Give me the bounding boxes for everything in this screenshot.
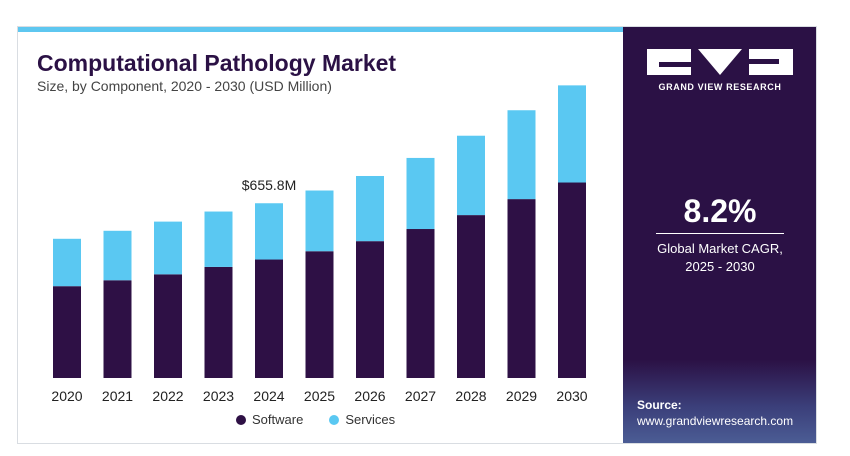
- legend-label-services: Services: [345, 412, 396, 427]
- accent-bar: [18, 27, 623, 32]
- chart-legend: Software Services: [236, 412, 395, 427]
- bar-services-2025: [305, 190, 334, 252]
- bar-services-2028: [457, 135, 485, 216]
- bar-software-2020: [53, 286, 81, 378]
- bar-services-2027: [406, 157, 435, 230]
- bar-services-2020: [53, 238, 81, 287]
- cagr-divider: [656, 233, 784, 234]
- bar-software-2029: [507, 199, 536, 378]
- software-dot-icon: [236, 414, 246, 425]
- grand-view-research-logo-icon: [647, 49, 793, 75]
- cagr-value: 8.2%: [683, 193, 757, 229]
- x-tick-label-2024: 2024: [253, 388, 284, 404]
- side-panel: GRAND VIEW RESEARCH 8.2% Global Market C…: [623, 27, 816, 443]
- bar-services-2029: [507, 110, 536, 200]
- bar-services-2024: [255, 203, 283, 260]
- source-url: www.grandviewresearch.com: [637, 414, 794, 428]
- brand-name: GRAND VIEW RESEARCH: [658, 82, 782, 92]
- legend-label-software: Software: [252, 412, 304, 427]
- bar-services-2021: [103, 230, 132, 281]
- bar-services-2022: [154, 221, 182, 275]
- bar-chart: 2020 2021 2022 2023 2024 $655.8M 2025 2026 2027 2…: [51, 85, 588, 404]
- x-tick-label-2020: 2020: [51, 388, 82, 404]
- x-tick-label-2027: 2027: [405, 388, 436, 404]
- cagr-label-line1: Global Market CAGR,: [657, 241, 783, 256]
- bar-software-2022: [154, 274, 182, 378]
- bar-software-2028: [457, 215, 485, 378]
- chart-card: Computational Pathology Market Size, by …: [17, 26, 817, 444]
- side-panel-gradient: [623, 360, 816, 443]
- bar-software-2024: [255, 259, 283, 378]
- x-tick-label-2026: 2026: [354, 388, 385, 404]
- annotation-label-2024: $655.8M: [242, 177, 296, 193]
- bar-services-2030: [558, 85, 586, 183]
- bar-software-2027: [406, 229, 435, 378]
- x-tick-label-2021: 2021: [102, 388, 133, 404]
- x-tick-label-2025: 2025: [304, 388, 335, 404]
- bar-software-2025: [305, 251, 334, 378]
- cagr-label: Global Market CAGR, 2025 - 2030: [623, 240, 816, 276]
- chart-title: Computational Pathology Market: [37, 50, 397, 76]
- bar-software-2023: [204, 266, 233, 378]
- x-tick-label-2022: 2022: [152, 388, 183, 404]
- source-label: Source:: [637, 398, 682, 412]
- bar-software-2030: [558, 182, 586, 378]
- x-tick-label-2029: 2029: [506, 388, 537, 404]
- legend-item-software: Software: [236, 412, 303, 427]
- bar-services-2023: [204, 211, 233, 267]
- x-tick-label-2028: 2028: [455, 388, 486, 404]
- legend-item-services: Services: [329, 412, 395, 427]
- x-tick-label-2030: 2030: [556, 388, 587, 404]
- chart-subtitle: Size, by Component, 2020 - 2030 (USD Mil…: [37, 78, 332, 94]
- bar-software-2026: [356, 241, 384, 378]
- services-dot-icon: [329, 414, 340, 425]
- bar-services-2026: [356, 175, 384, 242]
- bar-software-2021: [103, 280, 132, 378]
- x-tick-label-2023: 2023: [203, 388, 234, 404]
- cagr-label-line2: 2025 - 2030: [685, 259, 755, 274]
